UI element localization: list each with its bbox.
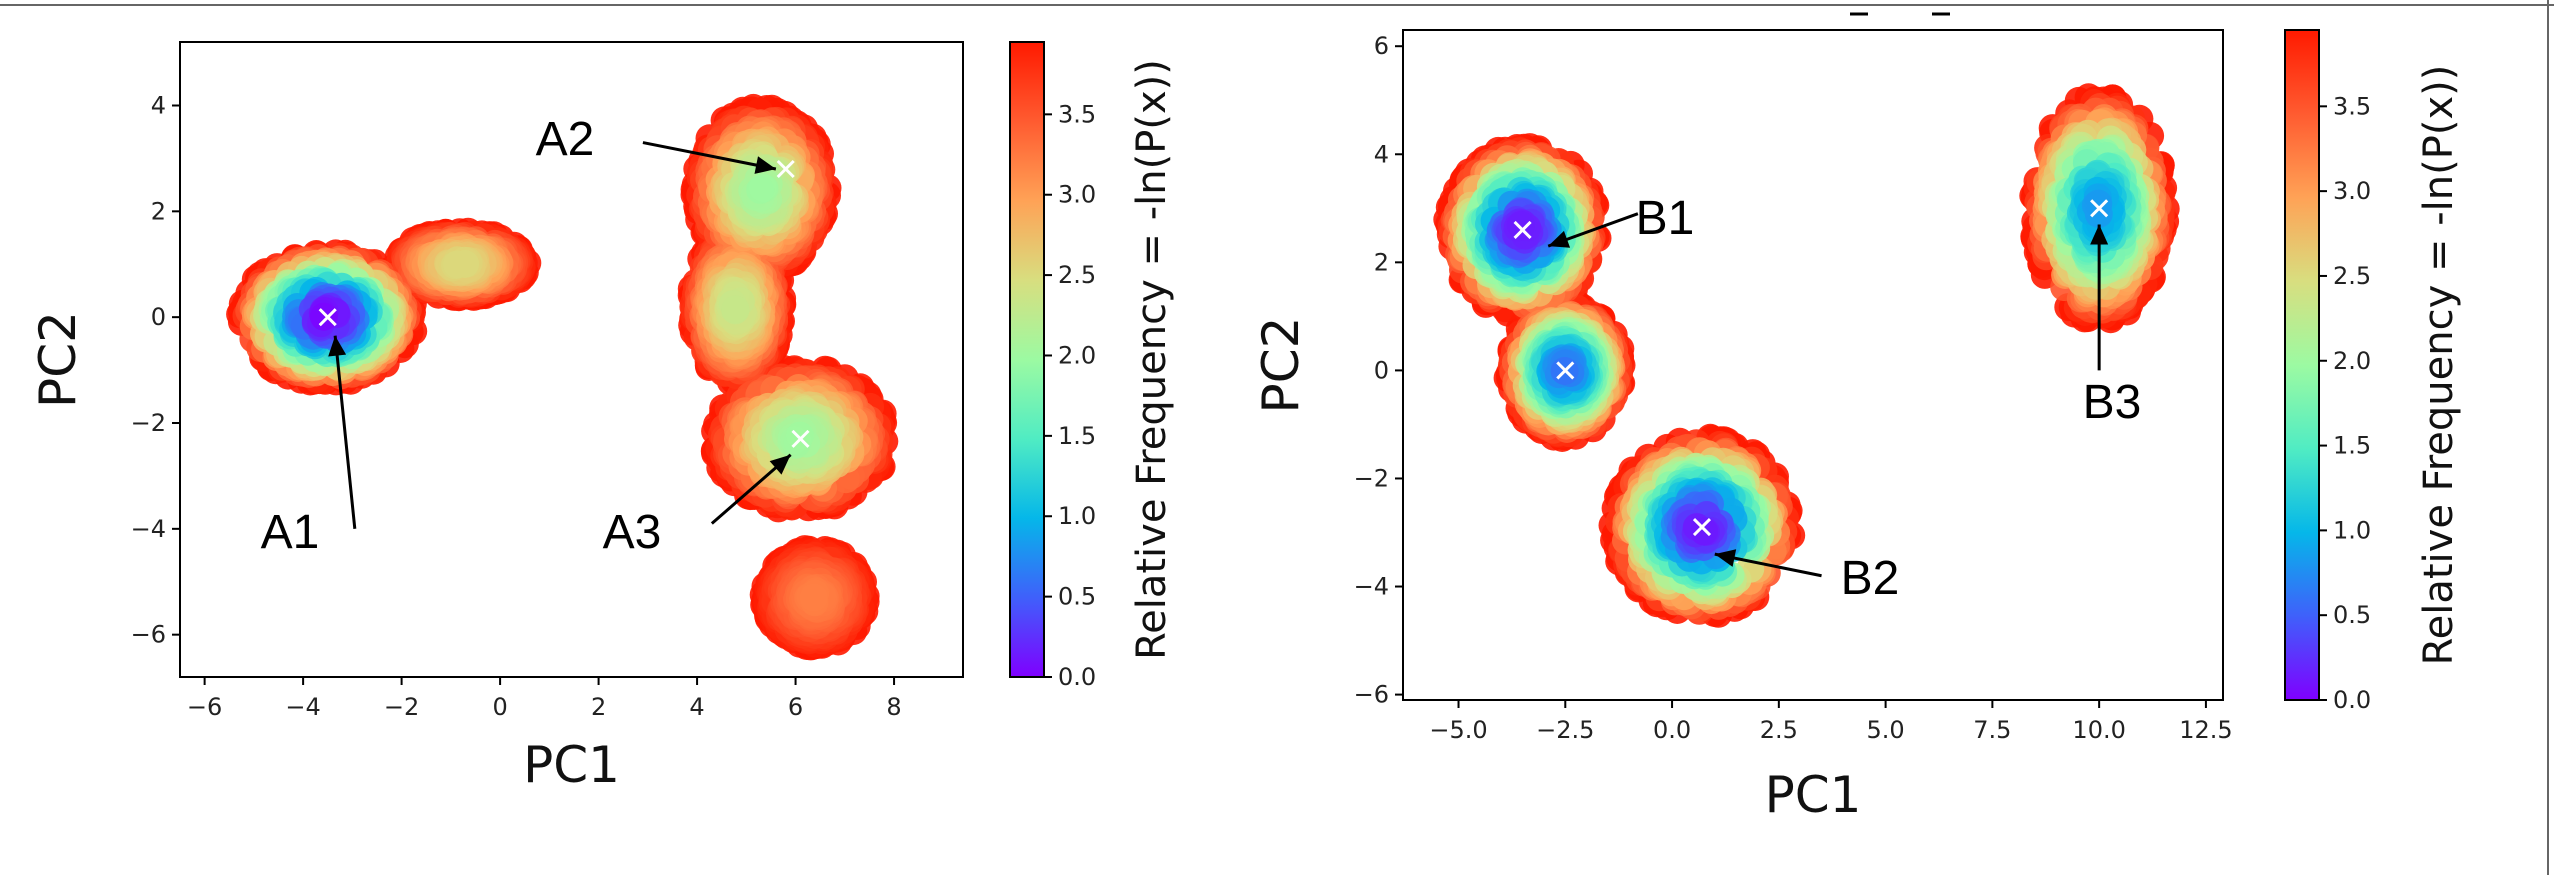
y-axis-label: PC2 <box>1252 317 1310 414</box>
x-tick-label: 6 <box>788 693 803 721</box>
colorbar-tick-label: 0.0 <box>2333 686 2371 714</box>
annotation-arrowhead <box>1548 230 1571 248</box>
marker-stroke <box>2090 199 2109 218</box>
plot-frame <box>179 41 964 678</box>
colorbar-tick-label: 2.5 <box>1058 261 1096 289</box>
data-point <box>443 250 472 279</box>
annotation-arrowhead <box>754 156 776 174</box>
y-tick-label: 2 <box>1374 248 1389 276</box>
annotation-arrowhead <box>769 454 791 475</box>
data-point <box>799 583 828 612</box>
marker-x <box>1556 361 1575 380</box>
x-tick-label: 2.5 <box>1760 716 1798 744</box>
x-tick-label: −4 <box>285 693 320 721</box>
colorbar-tick-label: 0.0 <box>1058 663 1096 691</box>
marker-stroke <box>1692 518 1712 537</box>
y-tick-label: −2 <box>131 409 166 437</box>
data-point <box>1506 211 1535 240</box>
marker-x <box>1513 220 1532 239</box>
colorbar-tick-label: 2.0 <box>1058 341 1096 369</box>
marker-stroke <box>318 308 337 327</box>
left-panel: −6 −4 −2 0 2 4 6 8 −6 −4 −2 0 2 4 PC1 PC2 A1 A2 A3 0.0 0.5 1.… <box>29 41 1175 794</box>
colorbar-tick-label: 1.0 <box>2333 516 2371 544</box>
y-tick-label: −2 <box>1354 464 1389 492</box>
colorbar-tick-label: 0.5 <box>1058 583 1096 611</box>
colorbar-tick-label: 2.5 <box>2333 262 2371 290</box>
colorbar-tick-label: 3.5 <box>1058 100 1096 128</box>
colorbar-tick-label: 1.5 <box>1058 422 1096 450</box>
colorbar-tick-label: 3.5 <box>2333 92 2371 120</box>
x-tick-label: 0.0 <box>1653 716 1691 744</box>
x-tick-label: 10.0 <box>2072 716 2125 744</box>
annotation-arrowhead <box>328 335 347 357</box>
annotation-arrowhead <box>1714 549 1737 567</box>
marker-x <box>2090 199 2109 218</box>
colorbar-label: Relative Frequency = -ln(P(x)) <box>1129 59 1175 660</box>
annotation-label: A3 <box>603 506 662 559</box>
marker-x <box>1692 518 1712 537</box>
data-point <box>2084 189 2113 218</box>
annotation-arrow <box>642 141 777 171</box>
colorbar-label: Relative Frequency = -ln(P(x)) <box>2416 65 2462 666</box>
marker-x <box>791 429 810 448</box>
y-tick-label: 6 <box>1374 32 1389 60</box>
x-tick-label: 12.5 <box>2179 716 2232 744</box>
marker-stroke <box>1556 361 1575 380</box>
colorbar <box>2284 29 2320 701</box>
marker-x <box>776 159 795 179</box>
x-tick-label: −2 <box>384 693 419 721</box>
right-panel: −5.0 −2.5 0.0 2.5 5.0 7.5 10.0 12.5 −6 −4 −2 0 2 4 6 PC… <box>1252 29 2462 824</box>
data-point <box>309 302 338 331</box>
x-tick-label: 0 <box>492 693 507 721</box>
y-tick-label: −4 <box>131 515 166 543</box>
colorbar <box>1009 41 1045 678</box>
data-point <box>785 421 814 450</box>
colorbar-tick-label: 1.0 <box>1058 502 1096 530</box>
annotation-arrow <box>333 335 357 529</box>
x-tick-label: 7.5 <box>1973 716 2011 744</box>
x-tick-label: −5.0 <box>1429 716 1487 744</box>
y-tick-label: −6 <box>1354 681 1389 709</box>
y-axis-label: PC2 <box>29 311 87 408</box>
x-tick-label: 5.0 <box>1867 716 1905 744</box>
plot-frame <box>1402 29 2224 701</box>
y-tick-label: 4 <box>1374 140 1389 168</box>
annotation-label: A1 <box>261 506 320 559</box>
x-tick-label: 4 <box>689 693 704 721</box>
annotation-label: A2 <box>536 113 595 166</box>
annotation-label: B3 <box>2083 376 2142 429</box>
x-axis-label: PC1 <box>1765 766 1862 824</box>
colorbar-tick-label: 3.0 <box>1058 181 1096 209</box>
y-tick-label: −6 <box>131 621 166 649</box>
y-tick-label: 0 <box>1374 356 1389 384</box>
x-tick-label: −2.5 <box>1536 716 1594 744</box>
marker-stroke <box>776 159 795 179</box>
y-tick-label: 0 <box>151 303 166 331</box>
data-point <box>746 175 775 204</box>
y-tick-label: 2 <box>151 197 166 225</box>
x-tick-label: 2 <box>591 693 606 721</box>
x-tick-label: 8 <box>886 693 901 721</box>
scatter-points <box>1433 83 2180 628</box>
marker-stroke <box>1513 220 1532 239</box>
colorbar-tick-label: 3.0 <box>2333 177 2371 205</box>
annotation-label: B2 <box>1841 552 1900 605</box>
annotation-label: B1 <box>1636 192 1695 245</box>
scatter-points <box>226 93 899 661</box>
annotation-arrowhead <box>2090 224 2109 245</box>
y-tick-label: 4 <box>151 92 166 120</box>
colorbar-tick-label: 2.0 <box>2333 347 2371 375</box>
marker-x <box>318 308 337 327</box>
x-tick-label: −6 <box>187 693 222 721</box>
x-axis-label: PC1 <box>523 736 620 794</box>
colorbar-tick-label: 1.5 <box>2333 432 2371 460</box>
colorbar-tick-label: 0.5 <box>2333 601 2371 629</box>
y-tick-label: −4 <box>1354 573 1389 601</box>
marker-stroke <box>791 429 810 448</box>
data-point <box>721 295 750 324</box>
